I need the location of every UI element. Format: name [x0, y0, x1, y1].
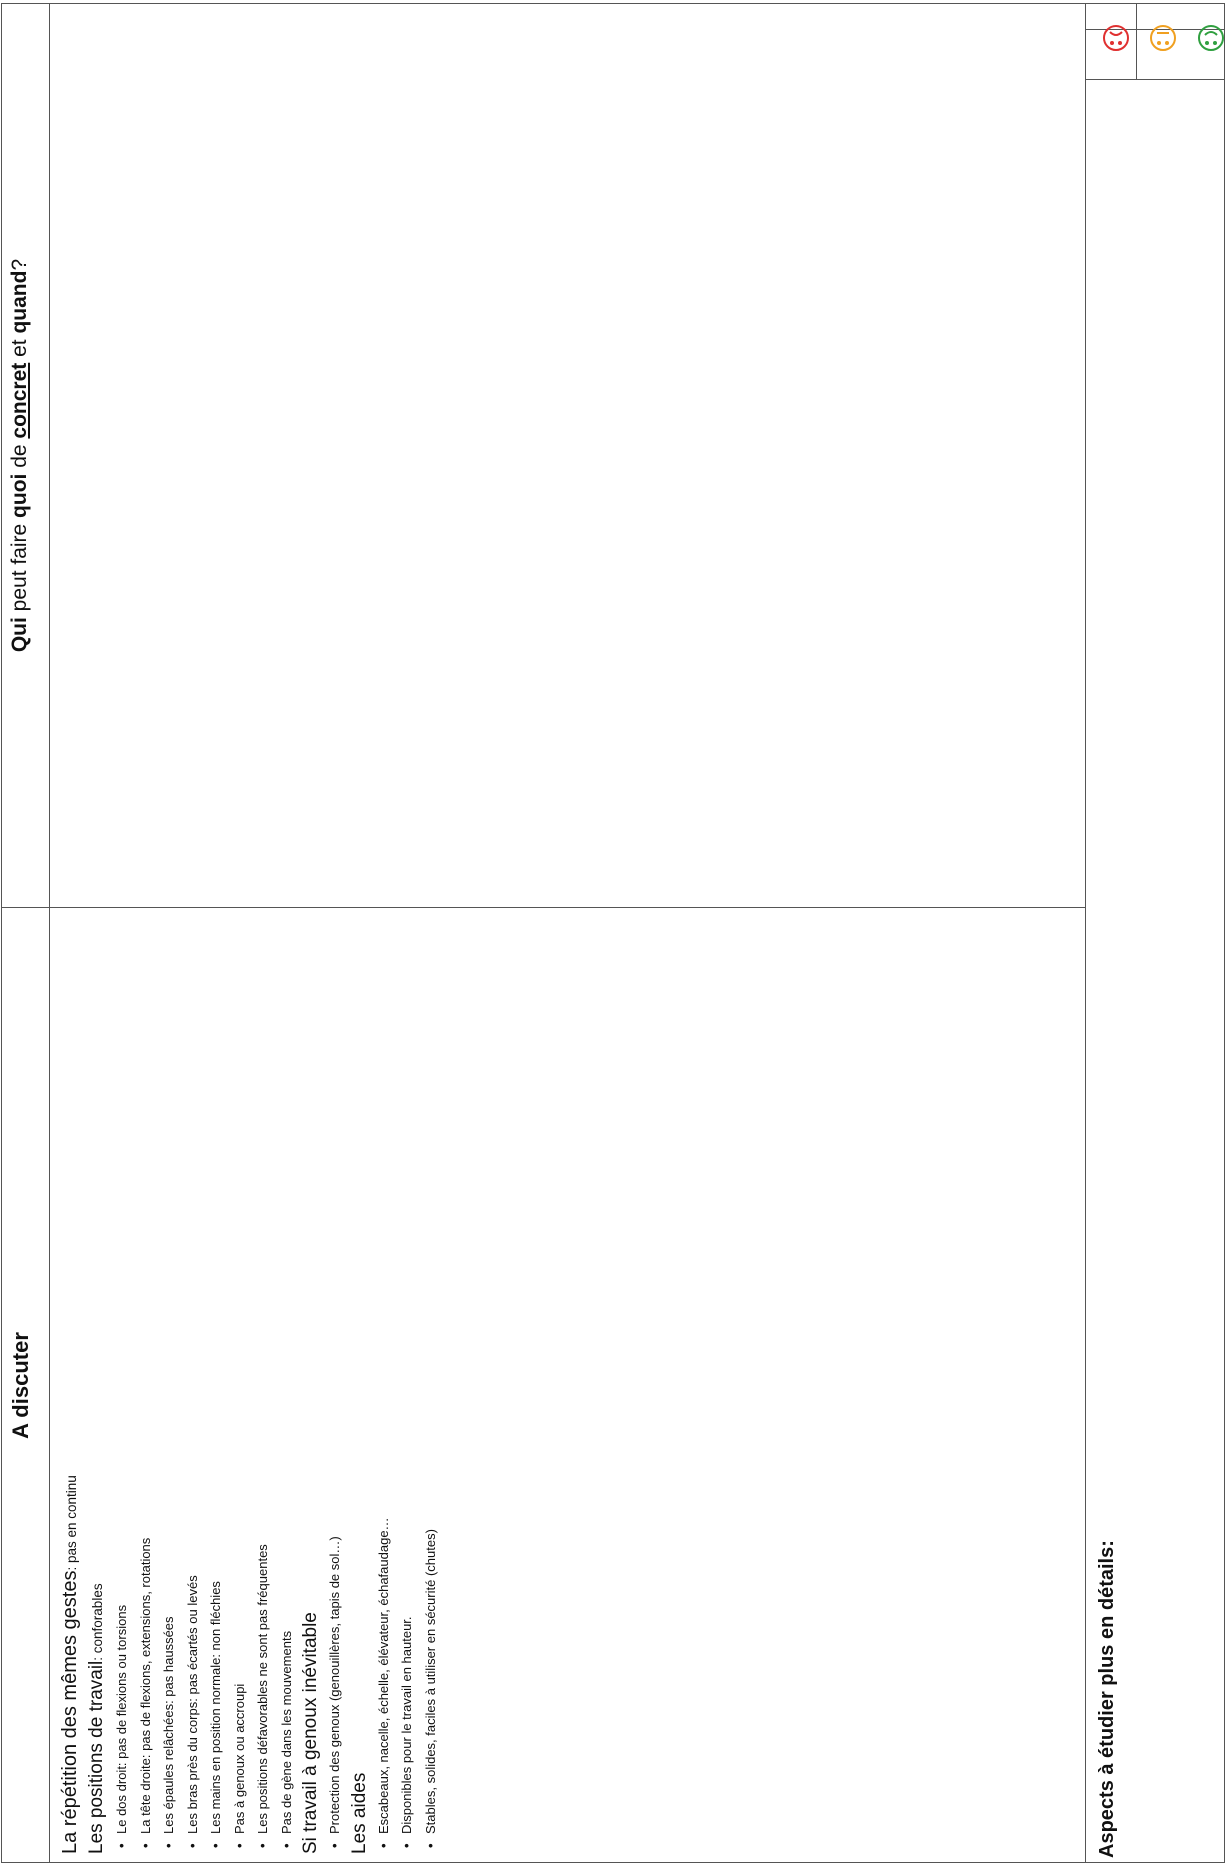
header-right-part: ?: [8, 258, 31, 271]
section-title-text: Si travail à genoux inévitable: [300, 1612, 321, 1854]
list-item-text: Disponibles pour le travail en hauteur.: [399, 1616, 414, 1834]
bullet-icon: •: [327, 1843, 342, 1848]
header-right-part: concret: [8, 362, 31, 439]
aspects-label: Aspects à étudier plus en détails:: [1096, 1540, 1118, 1858]
list-item-text: Le dos droit: pas de flexions ou torsion…: [114, 1604, 129, 1834]
list-item-text: La tête droite: pas de flexions, extensi…: [137, 1537, 153, 1834]
section-note: : conforables: [90, 1583, 105, 1661]
list-item-text: Les positions défavorables ne sont pas f…: [255, 1544, 270, 1834]
list-item-text: Pas de gène dans les mouvements: [278, 1630, 294, 1834]
list-item: • Pas de gène dans les mouvements: [275, 914, 299, 1854]
column-separator: [1, 907, 1085, 908]
header-qui-peut-faire: Qui peut faire quoi de concret et quand?: [8, 3, 32, 908]
happy-face-icon[interactable]: [1196, 23, 1226, 53]
list-item: • Stables, solides, faciles à utiliser en…: [419, 914, 443, 1854]
list-item-text: Les bras près du corps: pas écartés ou l…: [184, 1575, 200, 1834]
sad-face-icon[interactable]: [1101, 23, 1131, 53]
list-item: • Les mains en position normale: non fléc…: [204, 914, 228, 1854]
footer-separator: [1085, 3, 1086, 1863]
list-item: • Pas à genoux ou accroupi: [228, 914, 252, 1854]
section-title: Les positions de travail: conforables: [84, 914, 110, 1854]
header-right-part: de: [8, 438, 31, 474]
bullet-icon: •: [422, 1843, 438, 1848]
section-title: Si travail à genoux inévitable: [298, 914, 323, 1854]
header-right-part: quand: [8, 270, 31, 334]
list-item: • Les bras près du corps: pas écartés ou …: [181, 914, 205, 1854]
rating-header-line: [1136, 3, 1137, 80]
rating-separator-1: [1085, 79, 1225, 80]
list-item: • Escabeaux, nacelle, échelle, élévateur,…: [372, 914, 396, 1854]
bullet-icon: •: [278, 1843, 294, 1848]
list-item: • Les positions défavorables ne sont pas …: [251, 914, 275, 1854]
discussion-list: La répétition des mêmes gestes: pas en c…: [58, 914, 442, 1854]
list-item: • Protection des genoux (genouillères, ta…: [323, 914, 347, 1854]
section-title-text: Les positions de travail: [86, 1660, 107, 1854]
bullet-icon: •: [161, 1843, 176, 1848]
header-right-part: et: [8, 333, 31, 363]
header-separator: [49, 3, 50, 1863]
list-item: • La tête droite: pas de flexions, extens…: [134, 914, 158, 1854]
list-item: • Le dos droit: pas de flexions ou torsio…: [110, 914, 134, 1854]
section-title-text: La répétition des mêmes gestes: [59, 1570, 81, 1855]
list-item-text: Les épaules relâchées: pas haussées: [161, 1616, 176, 1834]
bullet-icon: •: [231, 1843, 247, 1848]
bullet-icon: •: [399, 1843, 414, 1848]
header-right-part: Qui: [8, 617, 31, 653]
section-note: : pas en continu: [64, 1475, 79, 1571]
header-a-discuter: A discuter: [8, 1332, 33, 1439]
neutral-face-icon[interactable]: [1148, 23, 1178, 53]
bullet-icon: •: [255, 1843, 270, 1848]
list-item: • Les épaules relâchées: pas haussées: [157, 914, 181, 1854]
list-item-text: Pas à genoux ou accroupi: [231, 1683, 247, 1834]
list-item-text: Stables, solides, faciles à utiliser en …: [422, 1529, 438, 1834]
list-item: • Disponibles pour le travail en hauteur.: [395, 914, 419, 1854]
section-title-text: Les aides: [348, 1772, 370, 1854]
bullet-icon: •: [184, 1843, 200, 1848]
header-right-part: quoi: [8, 473, 31, 518]
section-title: La répétition des mêmes gestes: pas en c…: [58, 914, 84, 1854]
bullet-icon: •: [375, 1843, 391, 1848]
bullet-icon: •: [208, 1843, 223, 1848]
list-item-text: Les mains en position normale: non fléch…: [208, 1581, 223, 1834]
section-title: Les aides: [347, 914, 372, 1854]
bullet-icon: •: [114, 1843, 129, 1848]
list-item-text: Protection des genoux (genouillères, tap…: [327, 1536, 342, 1834]
list-item-text: Escabeaux, nacelle, échelle, élévateur, …: [375, 1517, 391, 1834]
header-right-part: peut faire: [8, 517, 31, 618]
bullet-icon: •: [137, 1843, 153, 1848]
